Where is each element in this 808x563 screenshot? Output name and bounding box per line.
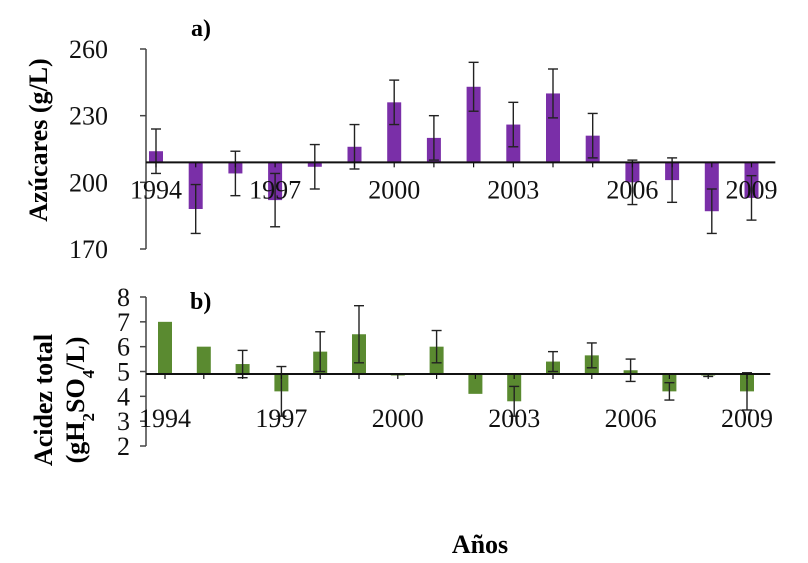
panel-a-y-ticks: 170 200 230 260 xyxy=(69,35,146,264)
panel-b-x-ticks: 1994 1997 2000 2003 2006 2009 xyxy=(139,373,773,433)
x-tick-label-a-1997: 1997 xyxy=(249,175,301,204)
panel-b-y-tick-label: 8 xyxy=(117,283,130,312)
panel-b-y-tick-label: 7 xyxy=(117,308,130,337)
panel-a-y-tick-label: 230 xyxy=(69,102,108,131)
bar-b-1995 xyxy=(196,346,211,374)
bar-a-2004 xyxy=(546,93,560,163)
ylabel-sub-2: 2 xyxy=(79,413,98,422)
panel-a-bars xyxy=(149,61,759,235)
panel-a-y-tick-label: 200 xyxy=(69,168,108,197)
panel-a-x-ticks: 1994 1997 2000 2003 2006 2009 xyxy=(130,162,778,204)
x-tick-label-b-2006: 2006 xyxy=(605,404,657,433)
x-tick-label-b-2000: 2000 xyxy=(372,404,424,433)
ylabel-line2-mid: SO xyxy=(61,378,90,413)
x-tick-label-a-1994: 1994 xyxy=(130,175,182,204)
panel-b-y-tick-label: 2 xyxy=(117,432,130,461)
panel-b-ylabel: Acidez total (gH2SO4/L) xyxy=(29,334,98,466)
x-tick-label-a-2009: 2009 xyxy=(726,175,778,204)
bar-a-2008 xyxy=(704,162,719,212)
panel-a-ylabel: Azúcares (g/L) xyxy=(24,58,53,221)
x-tick-label-b-2003: 2003 xyxy=(488,404,540,433)
panel-a: a) Azúcares (g/L) 170 200 230 260 1994 1997 2… xyxy=(24,16,778,264)
panel-b-y-tick-label: 4 xyxy=(117,382,130,411)
bar-b-2002 xyxy=(468,373,483,394)
x-tick-label-a-2006: 2006 xyxy=(606,175,658,204)
panel-b-ylabel-line1: Acidez total xyxy=(29,334,58,466)
panel-b-y-tick-label: 3 xyxy=(117,407,130,436)
ylabel-line2-prefix: (gH xyxy=(61,422,90,464)
panel-b-y-tick-label: 5 xyxy=(117,358,130,387)
bar-b-1994 xyxy=(158,321,172,374)
panel-b-title: b) xyxy=(190,289,211,315)
bar-a-2002 xyxy=(466,86,481,163)
ylabel-line2-suffix: /L) xyxy=(61,337,90,371)
panel-a-y-tick-label: 260 xyxy=(69,35,108,64)
x-tick-label-a-2000: 2000 xyxy=(368,175,420,204)
x-tick-label-b-1997: 1997 xyxy=(255,404,307,433)
x-tick-label-b-1994: 1994 xyxy=(139,404,191,433)
panel-a-y-tick-label: 170 xyxy=(69,235,108,264)
panel-a-title: a) xyxy=(191,16,211,42)
x-axis-label: Años xyxy=(452,530,508,559)
panel-b-bars xyxy=(158,304,754,417)
ylabel-sub-4: 4 xyxy=(79,369,98,378)
x-tick-label-b-2009: 2009 xyxy=(721,404,773,433)
bar-a-2000 xyxy=(387,102,402,163)
panel-b-y-tick-label: 6 xyxy=(117,333,130,362)
x-tick-label-a-2003: 2003 xyxy=(487,175,539,204)
panel-b-ylabel-line2: (gH2SO4/L) xyxy=(61,337,98,464)
